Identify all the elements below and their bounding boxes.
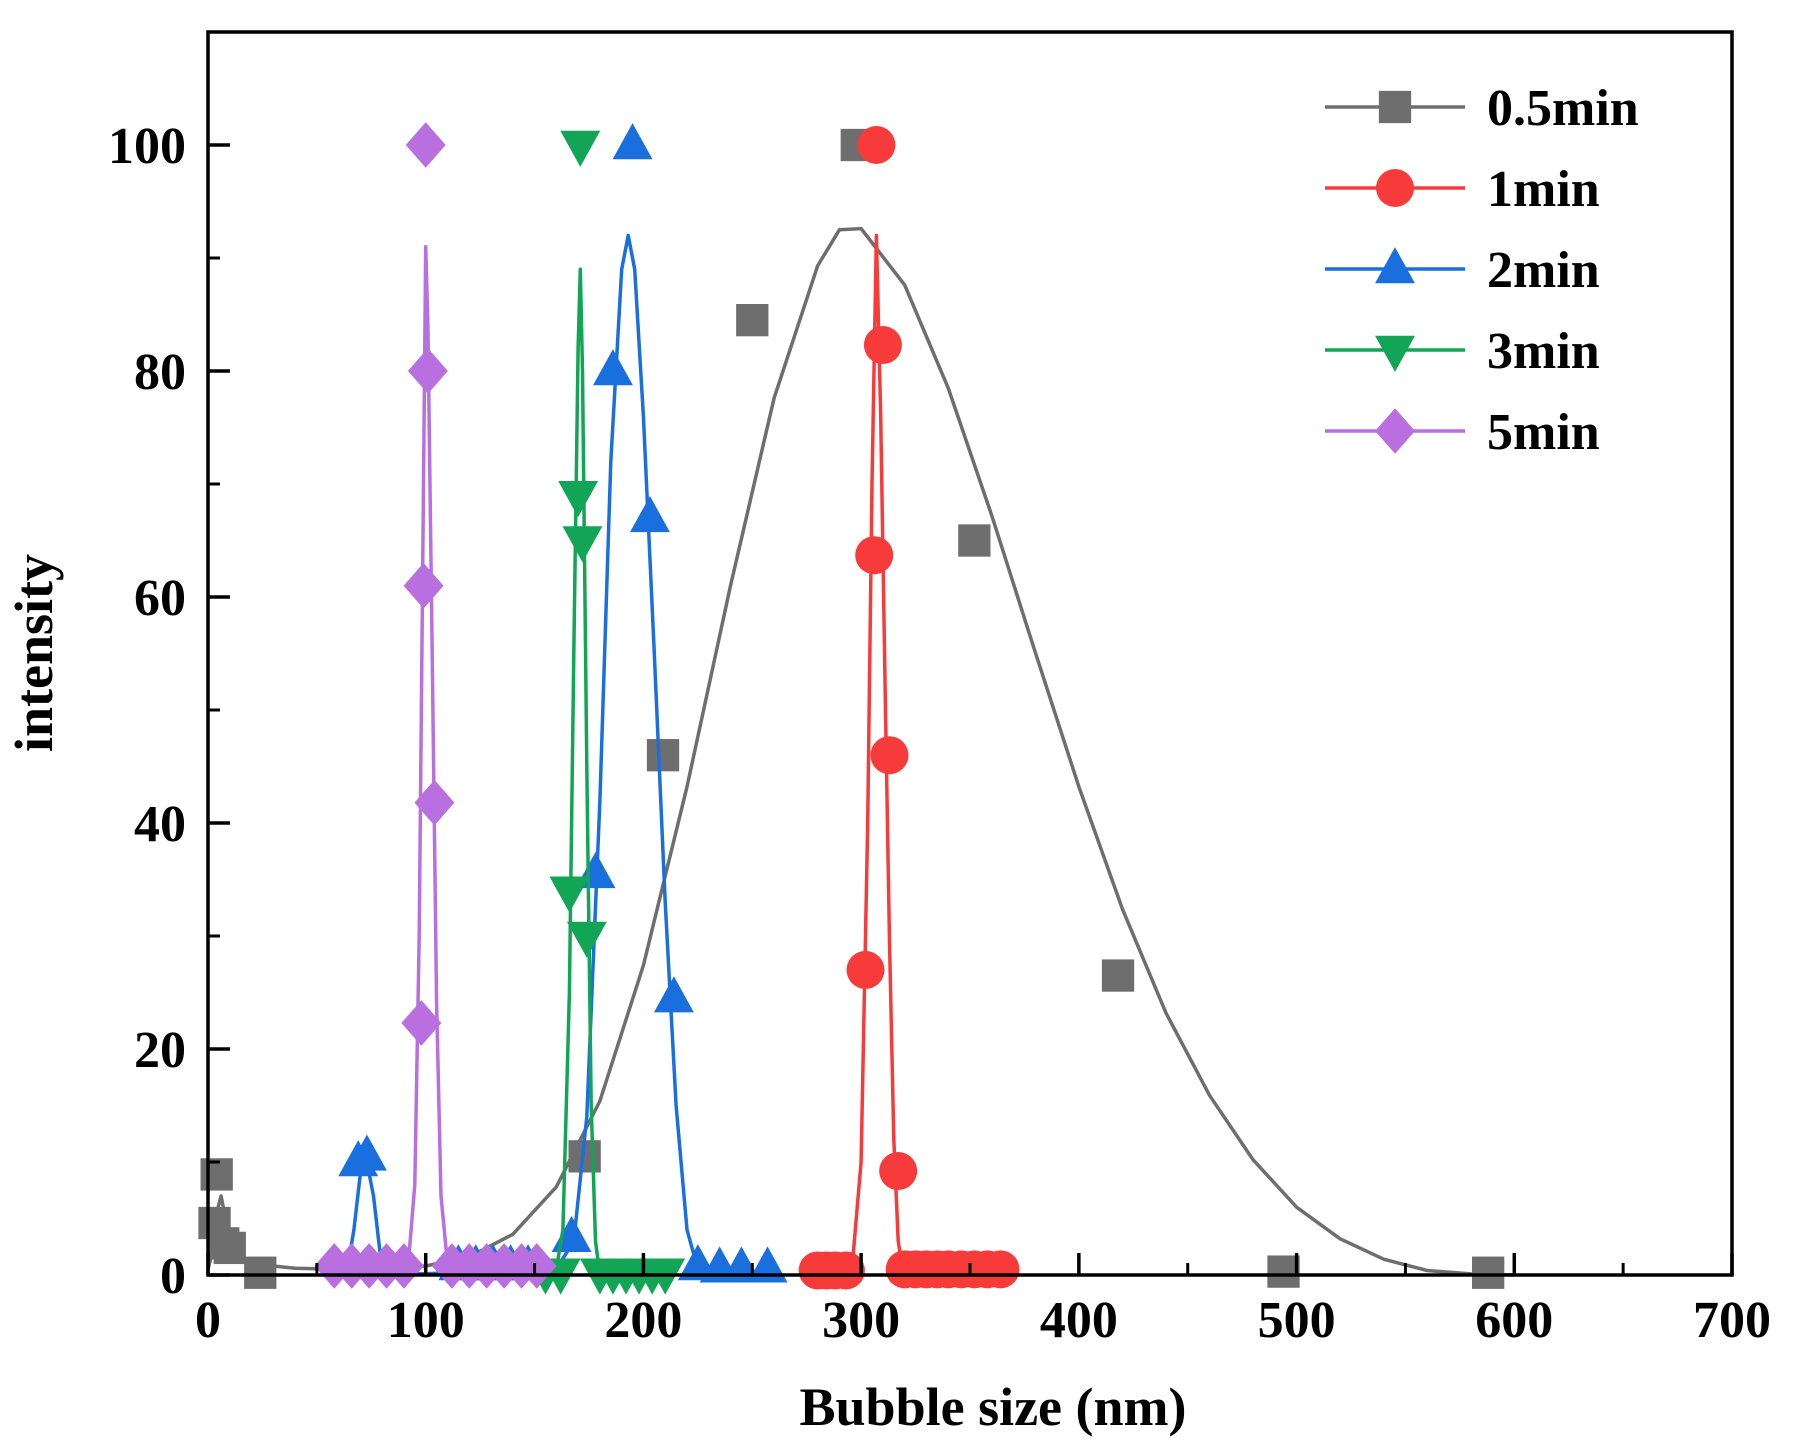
y-tick-label-0: 0 bbox=[160, 1248, 186, 1305]
y-tick-label-2: 40 bbox=[134, 796, 186, 853]
series-0-5min-point-9 bbox=[958, 524, 991, 557]
legend-item-0-5min: 0.5min bbox=[1325, 80, 1639, 137]
x-tick-label-6: 600 bbox=[1475, 1292, 1553, 1349]
legend-marker-2min bbox=[1375, 247, 1415, 284]
series-5min-point-8 bbox=[407, 348, 448, 394]
x-axis-ticks: 0 100 200 300 400 500 600 700 bbox=[195, 1253, 1771, 1349]
series-5min-point-9 bbox=[414, 779, 455, 826]
legend-marker-1min bbox=[1376, 169, 1414, 207]
y-tick-label-1: 20 bbox=[134, 1022, 186, 1079]
series-5min-point-6 bbox=[403, 562, 444, 609]
x-axis-title: Bubble size (nm) bbox=[799, 1377, 1186, 1437]
legend-marker-3min bbox=[1375, 335, 1415, 372]
series-5min bbox=[314, 122, 557, 1289]
axes-layer: 0 100 200 300 400 500 600 700 0 20 40 60 80 100 Bubb… bbox=[4, 30, 1771, 1437]
series-2min-point-12 bbox=[653, 976, 694, 1013]
series-5min-point-7 bbox=[405, 122, 446, 168]
x-tick-label-3: 300 bbox=[822, 1292, 900, 1349]
x-tick-label-1: 100 bbox=[387, 1292, 465, 1349]
legend-item-3min: 3min bbox=[1325, 323, 1600, 380]
series-3min-point-4 bbox=[560, 130, 601, 167]
legend-label-3min: 3min bbox=[1487, 323, 1600, 380]
series-2min-point-9 bbox=[592, 349, 633, 386]
x-tick-label-5: 500 bbox=[1258, 1292, 1336, 1349]
series-0-5min-point-7 bbox=[736, 304, 769, 337]
series-1min-point-4 bbox=[846, 950, 885, 989]
series-0-5min-point-11 bbox=[1267, 1255, 1300, 1288]
legend-item-5min: 5min bbox=[1325, 404, 1600, 461]
legend-marker-0-5min bbox=[1378, 90, 1412, 124]
series-0-5min-point-6 bbox=[646, 739, 680, 772]
series-1min-point-5 bbox=[855, 536, 894, 575]
series-1min-point-8 bbox=[870, 736, 909, 775]
series-3min-point-5 bbox=[562, 526, 603, 563]
y-tick-label-5: 100 bbox=[108, 118, 186, 175]
series-1min bbox=[798, 126, 1020, 1290]
series-5min-point-4 bbox=[383, 1243, 424, 1289]
legend-marker-5min bbox=[1375, 408, 1415, 454]
series-1min-point-18 bbox=[981, 1250, 1020, 1289]
legend-label-5min: 5min bbox=[1487, 404, 1600, 461]
series-1min-point-3 bbox=[826, 1251, 865, 1290]
series-3min-point-3 bbox=[558, 481, 599, 518]
series-5min-point-15 bbox=[516, 1243, 557, 1289]
series-layer bbox=[198, 122, 1515, 1295]
y-axis-ticks: 0 20 40 60 80 100 bbox=[108, 118, 230, 1305]
series-3min-fit-line bbox=[544, 267, 670, 1277]
x-tick-label-4: 400 bbox=[1040, 1292, 1118, 1349]
series-3min-point-6 bbox=[566, 921, 607, 958]
y-axis-title: intensity bbox=[4, 554, 64, 752]
series-0-5min-point-1 bbox=[200, 1158, 233, 1191]
y-tick-label-3: 60 bbox=[134, 570, 186, 627]
legend-label-0-5min: 0.5min bbox=[1487, 80, 1639, 137]
series-0-5min-point-3 bbox=[213, 1231, 246, 1265]
series-1min-point-9 bbox=[879, 1152, 918, 1191]
legend-label-2min: 2min bbox=[1487, 242, 1600, 299]
series-5min-point-5 bbox=[401, 1000, 442, 1046]
series-2min-point-1 bbox=[346, 1134, 387, 1171]
y-tick-label-4: 80 bbox=[134, 344, 186, 401]
legend: 0.5min 1min 2min 3min 5min bbox=[1325, 80, 1639, 461]
series-2min-point-11 bbox=[630, 496, 670, 533]
series-1min-point-7 bbox=[863, 326, 902, 365]
legend-item-2min: 2min bbox=[1325, 242, 1600, 299]
series-1min-point-6 bbox=[857, 126, 896, 164]
series-0-5min bbox=[198, 128, 1515, 1289]
series-2min-point-10 bbox=[612, 123, 653, 160]
series-0-5min-point-10 bbox=[1101, 959, 1135, 992]
legend-item-1min: 1min bbox=[1325, 161, 1600, 218]
x-tick-label-7: 700 bbox=[1693, 1292, 1771, 1349]
legend-label-1min: 1min bbox=[1487, 161, 1600, 218]
series-0-5min-point-4 bbox=[244, 1256, 277, 1289]
series-3min-point-2 bbox=[549, 876, 590, 913]
series-0-5min-point-12 bbox=[1472, 1256, 1505, 1289]
x-tick-label-0: 0 bbox=[195, 1292, 221, 1349]
x-tick-label-2: 200 bbox=[604, 1292, 682, 1349]
